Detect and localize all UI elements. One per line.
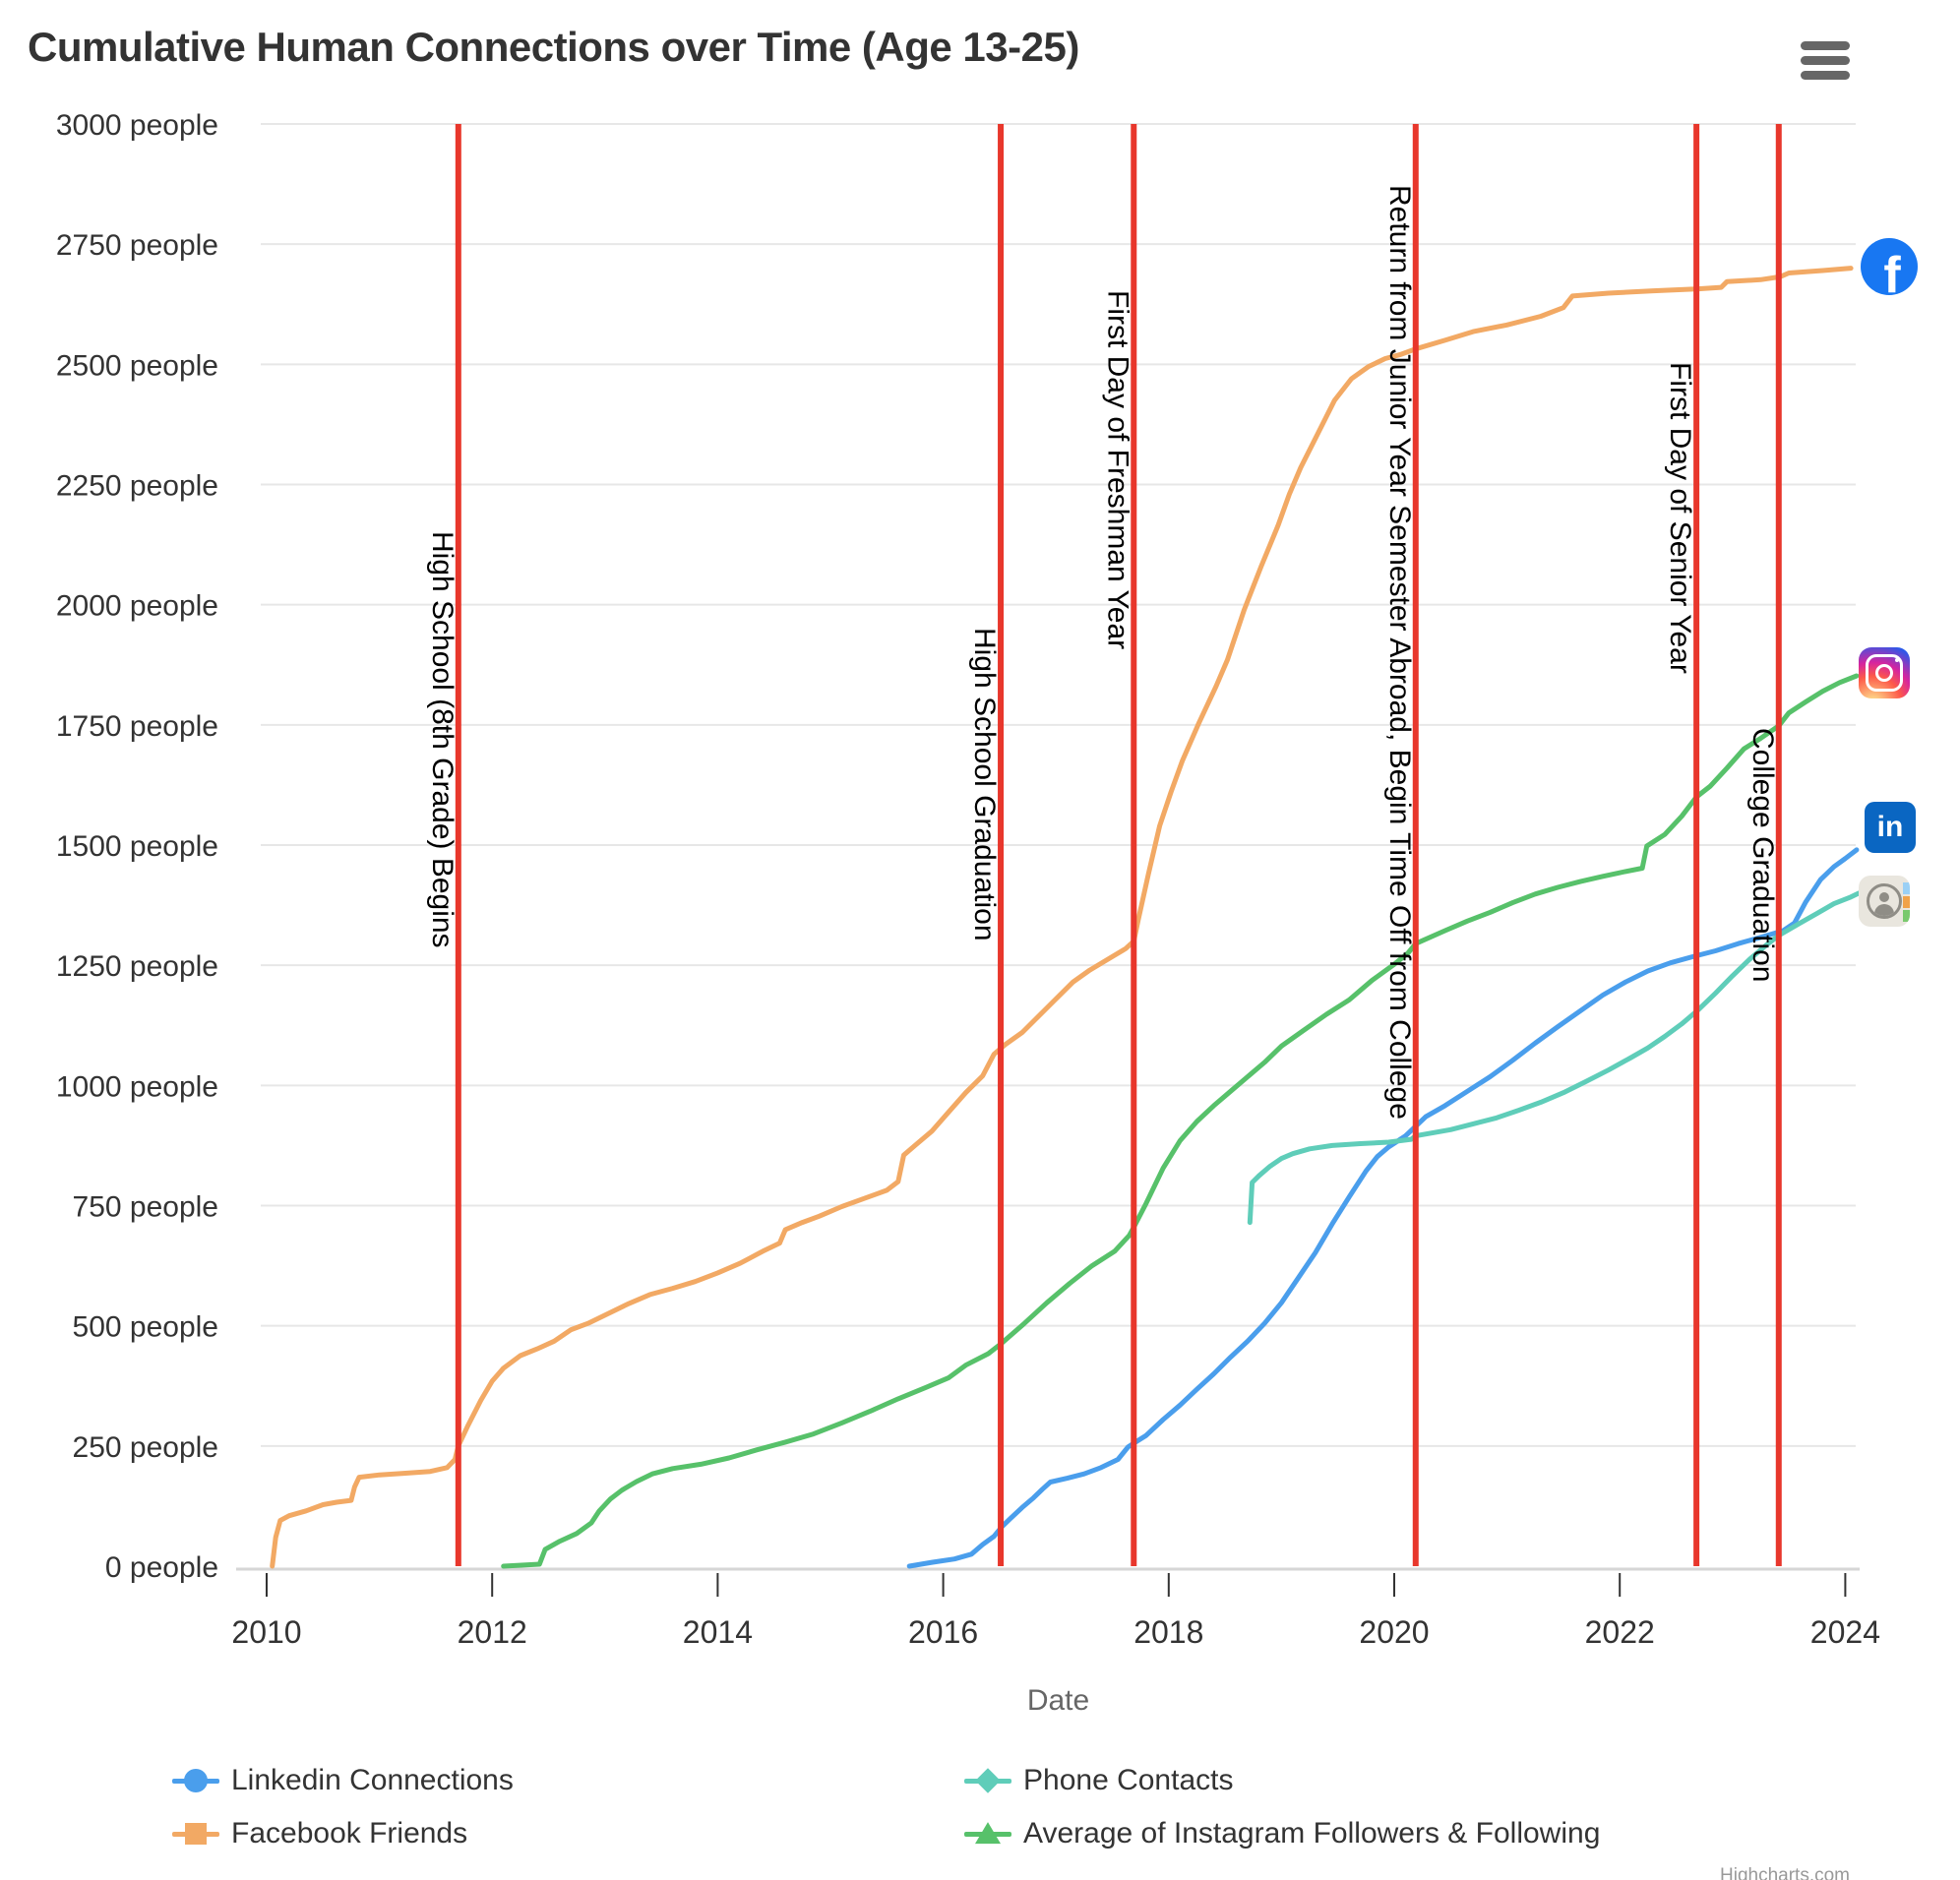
series-line-facebook-friends[interactable] [270,266,1854,1569]
series-line-average-of-instagram-followers-following[interactable] [501,673,1860,1569]
x-axis-tick-label: 2022 [1585,1614,1655,1650]
contacts-icon [1859,876,1910,927]
legend-label: Average of Instagram Followers & Followi… [1023,1817,1601,1850]
linkedin-icon: in [1865,802,1916,853]
hamburger-icon [1801,71,1850,80]
series-line-linkedin-connections[interactable] [906,847,1860,1569]
y-axis-tick-label: 2250 people [56,470,218,503]
chart-context-menu-button[interactable] [1801,41,1852,89]
legend-item-linkedin[interactable]: Linkedin Connections [172,1759,514,1802]
event-line-label: Return from Junior Year Semester Abroad,… [1383,185,1416,1120]
legend-item-phone-contacts[interactable]: Phone Contacts [964,1759,1233,1802]
hamburger-icon [1801,56,1850,65]
event-line-label: College Graduation [1746,728,1779,983]
hamburger-icon [1801,41,1850,50]
instagram-icon [1859,647,1910,698]
legend-item-instagram[interactable]: Average of Instagram Followers & Followi… [964,1812,1600,1855]
y-axis-tick-label: 1250 people [56,950,218,983]
x-axis-tick-label: 2016 [908,1614,978,1650]
y-axis-tick-label: 750 people [73,1191,218,1224]
y-axis-tick-label: 1750 people [56,710,218,743]
legend-marker-square [172,1823,219,1845]
highcharts-credit-link[interactable]: Highcharts.com [1720,1865,1850,1880]
y-axis-tick-label: 2000 people [56,590,218,623]
y-axis-tick-label: 2750 people [56,229,218,262]
event-line-label: First Day of Senior Year [1664,362,1696,674]
x-axis-tick-label: 2014 [683,1614,753,1650]
x-axis-title: Date [1027,1684,1089,1717]
event-line-label: High School Graduation [968,628,1001,941]
chart-title: Cumulative Human Connections over Time (… [28,24,1079,70]
legend-item-facebook[interactable]: Facebook Friends [172,1812,467,1855]
y-axis-tick-label: 1000 people [56,1070,218,1103]
event-line-label: High School (8th Grade) Begins [426,531,459,948]
y-axis-tick-label: 2500 people [56,349,218,382]
event-line-label: First Day of Freshman Year [1101,290,1133,649]
legend-marker-diamond [964,1768,1011,1793]
x-axis-tick-label: 2018 [1133,1614,1203,1650]
legend-label: Facebook Friends [231,1817,468,1850]
y-axis-tick-label: 500 people [73,1311,218,1344]
x-axis-tick-label: 2010 [231,1614,301,1650]
y-axis-tick-label: 250 people [73,1431,218,1464]
legend-label: Phone Contacts [1023,1764,1234,1796]
facebook-icon: f [1861,238,1918,295]
x-axis-tick-label: 2020 [1359,1614,1429,1650]
legend-marker-triangle [964,1822,1011,1845]
x-axis-tick-label: 2024 [1810,1614,1880,1650]
x-axis-tick-label: 2012 [458,1614,527,1650]
legend-label: Linkedin Connections [231,1764,514,1796]
series-line-phone-contacts[interactable] [1247,890,1862,1226]
y-axis-tick-label: 3000 people [56,109,218,142]
legend-marker-circle [172,1769,219,1792]
y-axis-tick-label: 0 people [105,1551,218,1584]
y-axis-tick-label: 1500 people [56,830,218,863]
